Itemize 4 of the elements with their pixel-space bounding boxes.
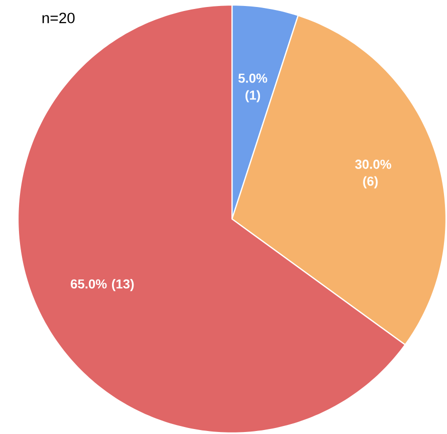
data-label: 5.0% (1) [238,74,268,102]
chart-title: n=20 [42,12,75,24]
data-label: 65.0% (13) [70,279,134,292]
data-label: 30.0% (6) [355,160,392,189]
